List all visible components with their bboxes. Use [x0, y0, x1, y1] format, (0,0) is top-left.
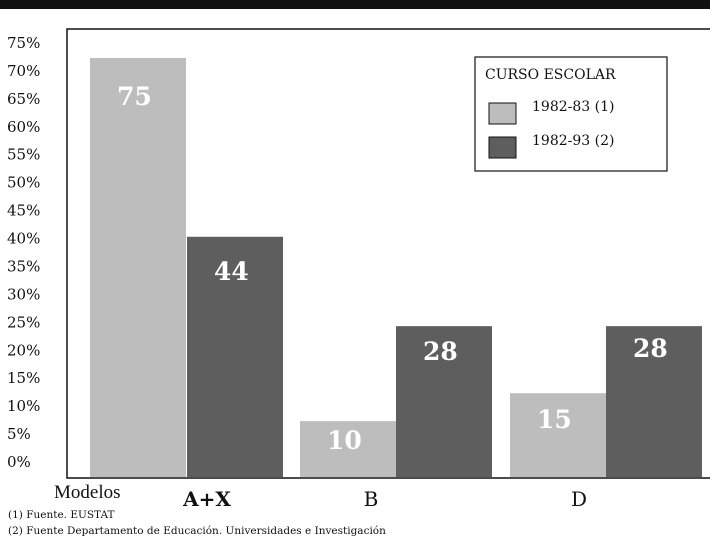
y-tick-label: 65%	[7, 90, 40, 108]
plot-area-frame	[66, 28, 710, 479]
bar-value-label: 10	[327, 426, 362, 455]
y-tick-label: 75%	[7, 34, 40, 52]
y-tick-label: 10%	[7, 397, 40, 415]
y-tick-label: 35%	[7, 257, 40, 275]
y-tick-label: 60%	[7, 118, 40, 136]
bar-b-1982-83	[300, 421, 396, 477]
x-category-label: B	[364, 487, 379, 511]
bar-d-1982-93	[606, 326, 702, 477]
bar-value-label: 15	[537, 405, 572, 434]
top-frame-bar	[0, 0, 710, 9]
y-tick-label: 20%	[7, 341, 40, 359]
y-axis: 0% 5% 10% 15% 20% 25% 30% 35% 40% 45% 50% 55% 60% 65%…	[7, 34, 40, 471]
y-tick-label: 30%	[7, 285, 40, 303]
y-tick-label: 55%	[7, 146, 40, 164]
x-category-label: A+X	[182, 487, 231, 511]
footnote-1: (1) Fuente. EUSTAT	[8, 509, 115, 521]
y-tick-label: 40%	[7, 230, 40, 248]
bar-b-1982-93	[396, 326, 492, 477]
legend: CURSO ESCOLAR 1982-83 (1) 1982-93 (2)	[474, 56, 668, 172]
bar-value-label: 44	[214, 257, 249, 286]
legend-swatch-1982-93	[488, 136, 517, 159]
legend-label-1982-83: 1982-83 (1)	[532, 99, 614, 115]
legend-swatch-1982-83	[488, 102, 517, 125]
bar-ax-1982-83	[90, 58, 186, 477]
y-tick-label: 5%	[7, 425, 31, 443]
x-axis-title: Modelos	[54, 482, 121, 503]
y-tick-label: 70%	[7, 62, 40, 80]
y-tick-label: 15%	[7, 369, 40, 387]
bar-d-1982-83	[510, 393, 606, 477]
bar-value-label: 75	[117, 82, 152, 111]
bar-labels: 75 44 10 28 15 28	[117, 82, 668, 455]
bar-value-label: 28	[633, 334, 668, 363]
legend-title: CURSO ESCOLAR	[485, 67, 616, 83]
legend-label-1982-93: 1982-93 (2)	[532, 133, 614, 149]
x-axis: A+X B D	[182, 487, 587, 511]
footnote-2: (2) Fuente Departamento de Educación. Un…	[8, 525, 386, 537]
bar-ax-1982-93	[187, 236, 283, 477]
x-category-label: D	[571, 487, 587, 511]
y-tick-label: 45%	[7, 202, 40, 220]
y-tick-label: 50%	[7, 174, 40, 192]
bars	[90, 58, 702, 477]
bar-value-label: 28	[423, 337, 458, 366]
y-tick-label: 25%	[7, 313, 40, 331]
y-tick-label: 0%	[7, 453, 31, 471]
